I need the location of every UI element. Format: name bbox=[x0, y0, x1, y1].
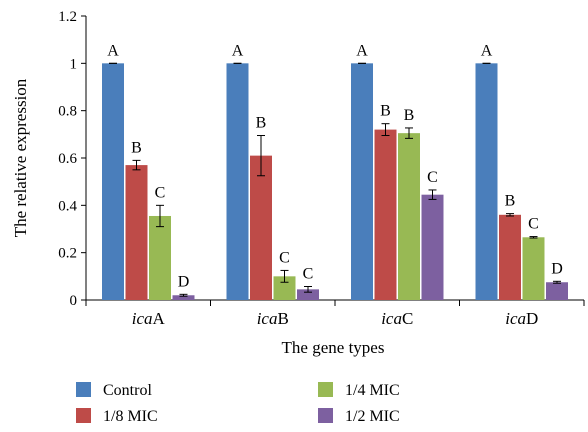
legend-swatch bbox=[318, 408, 333, 423]
significance-label: B bbox=[380, 103, 391, 120]
significance-label: A bbox=[356, 42, 368, 59]
bar bbox=[226, 63, 249, 301]
legend-swatch bbox=[76, 408, 91, 423]
significance-label: B bbox=[505, 193, 516, 210]
x-tick-label: icaC bbox=[381, 309, 413, 328]
significance-label: C bbox=[427, 169, 438, 186]
significance-label: B bbox=[131, 139, 142, 156]
legend: Control 1/8 MIC 1/4 MIC 1/2 MIC bbox=[76, 382, 400, 425]
y-tick-label: 0.6 bbox=[58, 151, 77, 167]
bar bbox=[102, 63, 124, 301]
bar bbox=[475, 63, 498, 301]
y-tick-label: 0.8 bbox=[58, 104, 77, 120]
x-tick-label: icaA bbox=[132, 309, 166, 328]
significance-label: C bbox=[155, 184, 166, 201]
significance-label: B bbox=[404, 107, 415, 124]
y-axis-title: The relative expression bbox=[11, 78, 30, 237]
legend-swatch bbox=[318, 382, 333, 397]
bar bbox=[421, 194, 444, 300]
y-tick-label: 0 bbox=[70, 293, 78, 309]
significance-label: D bbox=[178, 273, 190, 290]
legend-label: 1/4 MIC bbox=[345, 382, 400, 399]
legend-label: 1/8 MIC bbox=[103, 408, 158, 425]
significance-label: B bbox=[256, 115, 267, 132]
bar bbox=[351, 63, 373, 301]
x-tick-label: icaB bbox=[257, 309, 289, 328]
bar bbox=[398, 133, 420, 300]
bar bbox=[297, 289, 319, 300]
bar bbox=[273, 276, 296, 300]
bar bbox=[546, 282, 568, 300]
significance-label: D bbox=[551, 260, 563, 277]
bar bbox=[499, 214, 521, 300]
bar bbox=[250, 155, 272, 300]
bar bbox=[374, 129, 397, 300]
bar bbox=[125, 165, 148, 300]
legend-swatch bbox=[76, 382, 91, 397]
y-tick-label: 0.4 bbox=[58, 198, 77, 214]
significance-label: C bbox=[528, 216, 539, 233]
bar bbox=[522, 237, 545, 300]
significance-label: A bbox=[107, 42, 119, 59]
significance-label: A bbox=[232, 42, 244, 59]
y-tick-label: 0.2 bbox=[58, 246, 77, 262]
x-tick-label: icaD bbox=[505, 309, 538, 328]
bar bbox=[149, 215, 171, 300]
y-tick-label: 1 bbox=[70, 56, 78, 72]
significance-label: C bbox=[303, 266, 314, 283]
legend-label: Control bbox=[103, 382, 152, 399]
legend-label: 1/2 MIC bbox=[345, 408, 400, 425]
y-tick-label: 1.2 bbox=[58, 9, 77, 25]
significance-label: A bbox=[481, 42, 493, 59]
significance-label: C bbox=[279, 249, 290, 266]
x-axis-title: The gene types bbox=[282, 338, 385, 357]
bar bbox=[172, 295, 195, 300]
